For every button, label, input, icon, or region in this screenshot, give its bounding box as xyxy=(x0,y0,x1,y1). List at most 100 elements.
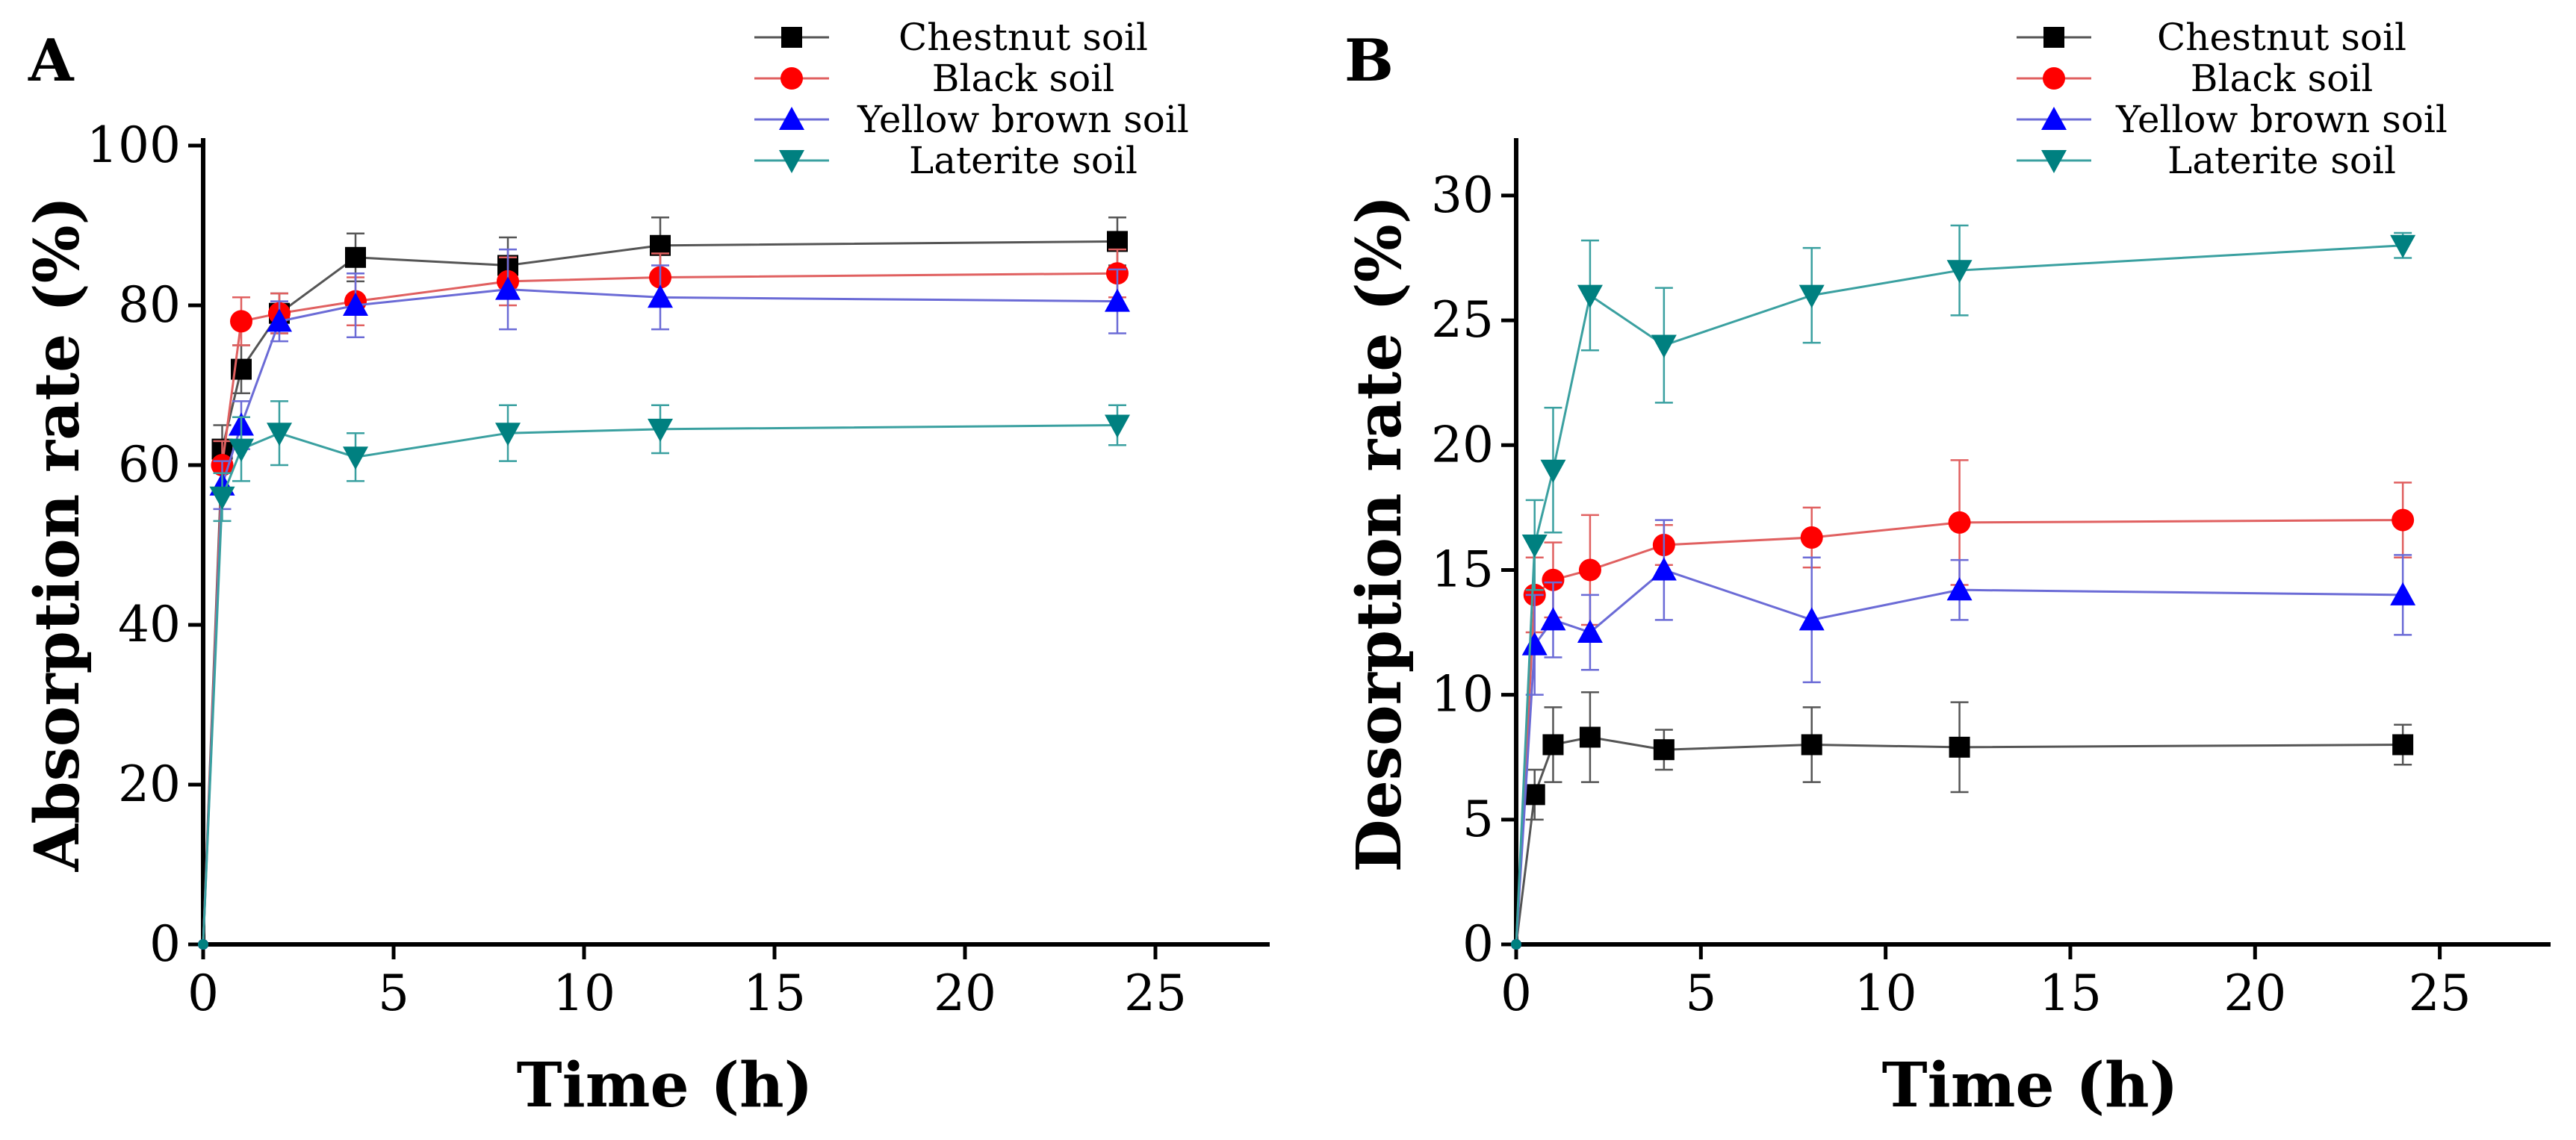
data-point xyxy=(1542,568,1565,591)
data-point xyxy=(648,284,673,308)
panel-b: B 0 5 10 15 20 25 0 5 10 15 20 25 30 Time (h) Desorp… xyxy=(1344,16,2551,1121)
series-line-yellow-brown-soil xyxy=(202,288,1118,945)
legend-label: Black soil xyxy=(2191,57,2373,100)
legend-marker xyxy=(2041,107,2067,130)
legend-entry-chestnut-soil: Chestnut soil xyxy=(754,16,1148,59)
x-tick-label-a: 15 xyxy=(743,965,806,1022)
data-point xyxy=(343,446,368,470)
series-laterite-soil-b xyxy=(1511,224,2416,950)
series-yellow-brown-soil-b xyxy=(1511,519,2416,950)
legend-entry-laterite-soil: Laterite soil xyxy=(754,139,1138,182)
data-point xyxy=(229,438,254,462)
data-point xyxy=(1798,607,1825,631)
data-point xyxy=(495,423,521,446)
data-point xyxy=(1798,284,1825,308)
x-tick-label-a: 10 xyxy=(553,965,615,1022)
series-line-laterite-soil xyxy=(1515,244,2403,945)
data-point xyxy=(1651,557,1677,581)
data-point xyxy=(345,246,366,268)
legend-entry-black-soil: Black soil xyxy=(754,57,1114,100)
data-point xyxy=(1524,784,1545,806)
legend-marker xyxy=(780,67,803,90)
data-point xyxy=(1949,736,1970,758)
legend-label: Laterite soil xyxy=(2167,139,2396,182)
data-point xyxy=(343,293,368,316)
legend-label: Chestnut soil xyxy=(899,16,1148,59)
data-point xyxy=(1651,334,1677,358)
x-axis-title-b: Time (h) xyxy=(1882,1050,2179,1121)
y-tick-label-a: 80 xyxy=(118,276,181,334)
data-point xyxy=(1946,260,1973,284)
data-point xyxy=(267,423,292,446)
data-point xyxy=(1801,734,1822,756)
y-tick-label-b: 0 xyxy=(1462,915,1494,973)
data-point xyxy=(1577,284,1603,308)
series-chestnut-soil-b xyxy=(1511,691,2414,950)
y-axis-title-b: Desorption rate (%) xyxy=(1344,195,1415,872)
data-point xyxy=(495,276,521,300)
x-tick-label-a: 5 xyxy=(378,965,409,1022)
legend-entry-chestnut-soil: Chestnut soil xyxy=(2017,16,2406,59)
legend-marker xyxy=(779,107,804,130)
data-point xyxy=(1542,734,1564,756)
x-tick-label-b: 0 xyxy=(1500,965,1532,1022)
data-point xyxy=(1540,459,1566,483)
x-axis-title-a: Time (h) xyxy=(517,1050,813,1121)
y-tick-label-a: 60 xyxy=(118,436,181,493)
data-point xyxy=(1577,620,1603,644)
data-point xyxy=(1107,231,1128,252)
data-point xyxy=(1800,526,1823,549)
panel-b-plot: 0 5 10 15 20 25 0 5 10 15 20 25 30 xyxy=(1431,138,2551,1022)
data-point xyxy=(648,418,673,442)
data-point xyxy=(267,308,292,332)
data-point xyxy=(1948,511,1971,534)
legend-label: Black soil xyxy=(932,57,1114,100)
y-tick-label-a: 20 xyxy=(118,756,181,813)
data-point xyxy=(2390,234,2416,258)
legend-marker xyxy=(2041,150,2067,173)
x-tick-label-b: 5 xyxy=(1685,965,1716,1022)
legend-label: Yellow brown soil xyxy=(857,98,1189,141)
data-point xyxy=(1946,577,1973,601)
y-tick-label-b: 30 xyxy=(1431,166,1494,224)
data-point xyxy=(1521,535,1548,558)
y-tick-label-b: 20 xyxy=(1431,416,1494,473)
panel-a: A 0 5 10 15 20 25 0 20 40 60 80 100 Time (h) Absorp… xyxy=(22,16,1270,1121)
series-laterite-soil-a xyxy=(198,400,1130,950)
data-point xyxy=(2390,582,2416,605)
y-tick-label-a: 100 xyxy=(87,116,181,174)
y-tick-label-a: 40 xyxy=(118,596,181,653)
data-point xyxy=(1578,558,1601,582)
legend-marker xyxy=(781,27,802,48)
legend-entry-black-soil: Black soil xyxy=(2017,57,2373,100)
legend-marker xyxy=(2043,67,2065,90)
data-point xyxy=(2392,508,2415,532)
data-point xyxy=(1105,414,1130,438)
data-point xyxy=(1105,288,1130,312)
data-point xyxy=(230,310,252,333)
data-point xyxy=(209,486,235,510)
data-point xyxy=(198,939,208,950)
y-tick-label-b: 10 xyxy=(1431,666,1494,723)
data-point xyxy=(1653,739,1675,761)
legend-entry-laterite-soil: Laterite soil xyxy=(2017,139,2396,182)
legend-label: Yellow brown soil xyxy=(2115,98,2448,141)
data-point xyxy=(1511,939,1521,950)
x-tick-label-a: 20 xyxy=(934,965,996,1022)
data-point xyxy=(1540,607,1566,631)
x-tick-label-b: 10 xyxy=(1855,965,1917,1022)
panel-label-a: A xyxy=(28,27,75,95)
x-tick-label-b: 15 xyxy=(2039,965,2102,1022)
legend-entry-yellow-brown-soil: Yellow brown soil xyxy=(754,98,1189,141)
y-tick-label-b: 25 xyxy=(1431,291,1494,349)
y-tick-label-a: 0 xyxy=(149,915,181,973)
legend-marker xyxy=(2043,27,2064,48)
data-point xyxy=(650,234,671,256)
y-tick-label-b: 15 xyxy=(1431,541,1494,598)
legend-label: Chestnut soil xyxy=(2157,16,2406,59)
x-tick-label-b: 20 xyxy=(2223,965,2286,1022)
y-tick-label-b: 5 xyxy=(1462,791,1494,848)
